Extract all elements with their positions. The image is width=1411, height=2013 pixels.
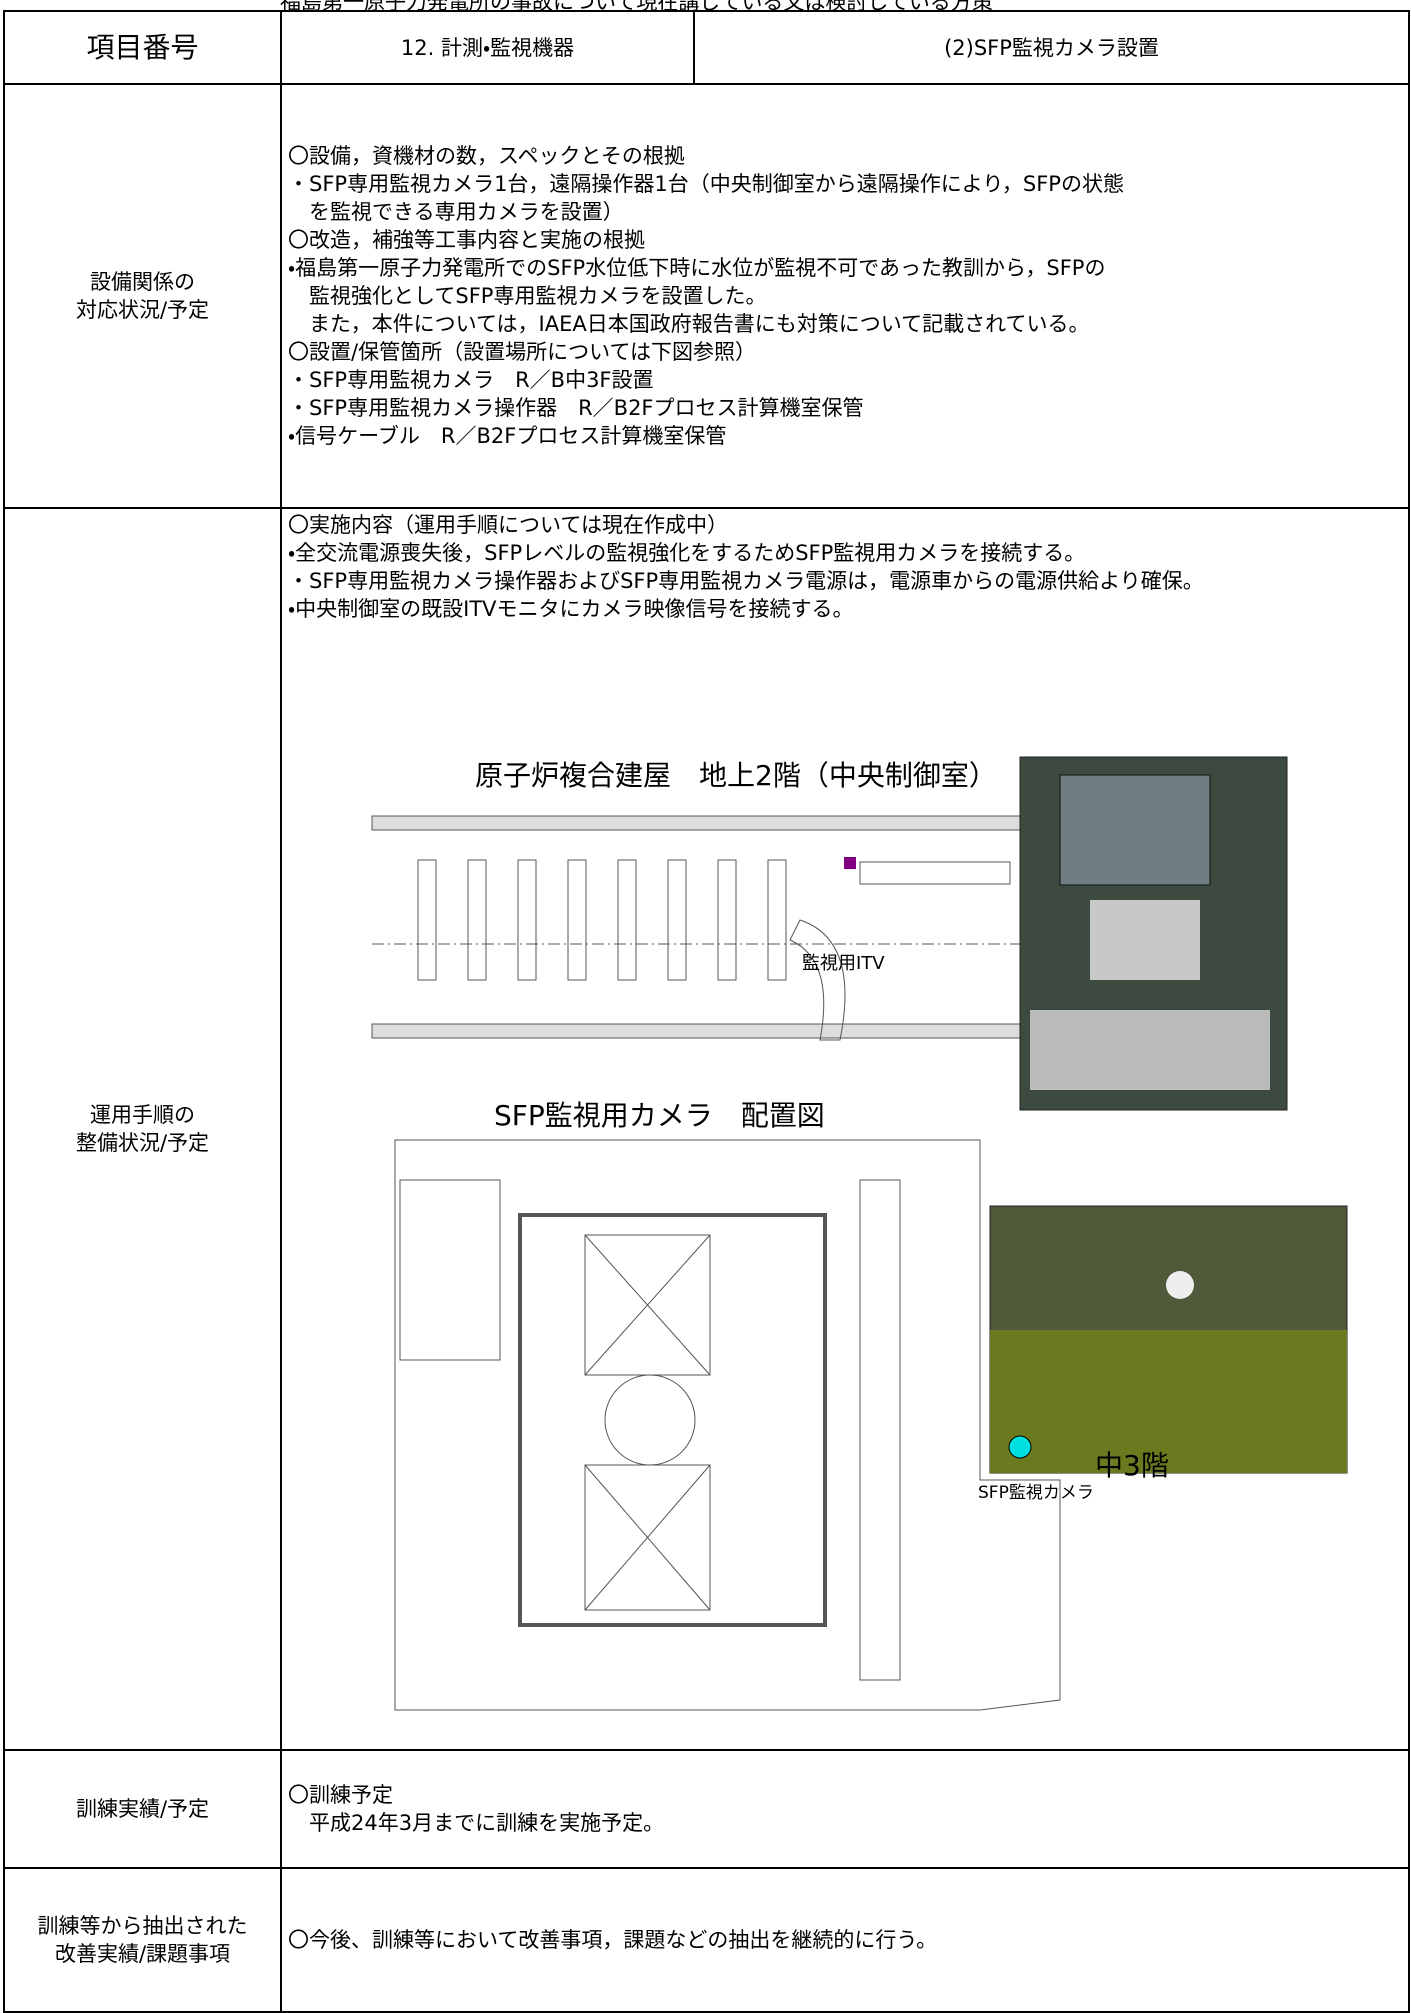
monitor-screen [1059, 774, 1211, 886]
row-content-cell: 〇実施内容（運用手順については現在作成中） ・全交流電源喪失後，SFPレベルの監視… [280, 507, 1410, 1751]
text-line: ・SFP専用監視カメラ1台，遠隔操作器1台（中央制御室から遠隔操作により，SFP… [288, 172, 1124, 196]
row-label: 対応状況/予定 [75, 298, 210, 322]
text-line: ・SFP専用監視カメラ R／B中3F設置 [288, 368, 654, 392]
plan2-title: SFP監視用カメラ 配置図 [494, 1099, 825, 1132]
header-text: 12. 計測・監視機器 [400, 35, 575, 60]
row-label: 設備関係の [90, 270, 195, 294]
row-label: 運用手順の [90, 1103, 195, 1127]
pool-window [990, 1330, 1347, 1473]
text-line: ・SFP専用監視カメラ操作器 R／B2Fプロセス計算機室保管 [288, 396, 864, 420]
text-line: ・全交流電源喪失後，SFPレベルの監視強化をするためSFP監視用カメラを接続する… [288, 541, 1086, 565]
row-label: 訓練等から抽出された [37, 1914, 248, 1938]
text-line: ・SFP専用監視カメラ操作器およびSFP専用監視カメラ電源は，電源車からの電源供… [288, 569, 1204, 593]
text-line: 監視強化としてSFP専用監視カメラを設置した。 [288, 284, 767, 308]
header-text: 項目番号 [86, 30, 199, 64]
console [1030, 1010, 1270, 1090]
text-line: を監視できる専用カメラを設置） [288, 200, 624, 224]
floor-label: 中3階 [1095, 1449, 1169, 1482]
text-line: ・福島第一原子力発電所でのSFP水位低下時に水位が監視不可であった教訓から，SF… [288, 256, 1106, 280]
text-line: 〇改造，補強等工事内容と実施の根拠 [288, 228, 645, 252]
camera-marker [1008, 1435, 1032, 1459]
text-line: 〇今後、訓練等において改善事項，課題などの抽出を継続的に行う。 [288, 1928, 938, 1952]
row-label: 訓練実績/予定 [75, 1797, 210, 1821]
text-line: 〇設置/保管箇所（設置場所については下図参照） [288, 340, 757, 364]
row-content-cell: 〇今後、訓練等において改善事項，課題などの抽出を継続的に行う。 [280, 1867, 1410, 2013]
text-line: ・中央制御室の既設ITVモニタにカメラ映像信号を接続する。 [288, 597, 854, 621]
floor-plan-lower [394, 1139, 1061, 1711]
row-text: 〇訓練予定 平成24年3月までに訓練を実施予定。 [288, 1781, 1402, 1837]
itv-label: 監視用ITV [802, 953, 885, 974]
header-text: (2)SFP監視カメラ設置 [944, 35, 1159, 60]
row-label: 整備状況/予定 [75, 1131, 210, 1155]
text-line: 〇設備，資機材の数，スペックとその根拠 [288, 144, 685, 168]
plan1-title: 原子炉複合建屋 地上2階（中央制御室） [475, 759, 997, 792]
row-text: 〇今後、訓練等において改善事項，課題などの抽出を継続的に行う。 [288, 1926, 1402, 1954]
itv-marker [844, 857, 856, 869]
text-line: ・信号ケーブル R／B2Fプロセス計算機室保管 [288, 424, 727, 448]
row-text: 〇実施内容（運用手順については現在作成中） ・全交流電源喪失後，SFPレベルの監視… [288, 511, 1402, 623]
camera-dome [1166, 1271, 1194, 1299]
text-line: 〇実施内容（運用手順については現在作成中） [288, 513, 728, 537]
camera-label: SFP監視カメラ [978, 1483, 1094, 1503]
row-label: 改善実績/課題事項 [54, 1942, 231, 1966]
text-line: また，本件については，IAEA日本国政府報告書にも対策について記載されている。 [288, 312, 1090, 336]
monitor-lower [1090, 900, 1200, 980]
floor-plan-upper [371, 815, 1033, 1041]
row-text: 〇設備，資機材の数，スペックとその根拠・SFP専用監視カメラ1台，遠隔操作器1台… [288, 142, 1402, 450]
text-line: 平成24年3月までに訓練を実施予定。 [288, 1811, 665, 1835]
text-line: 〇訓練予定 [288, 1783, 393, 1807]
